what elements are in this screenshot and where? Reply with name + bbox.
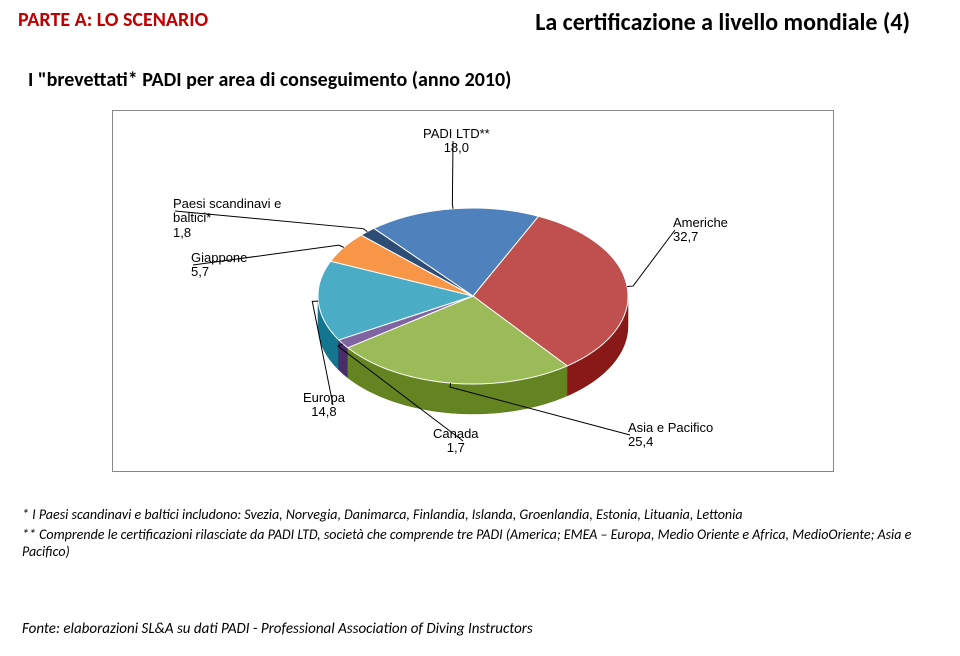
pie-label-PADI-LTD**: PADI LTD**18,0 xyxy=(423,127,490,156)
leader-line xyxy=(627,230,675,286)
slide-header: PARTE A: LO SCENARIO La certificazione a… xyxy=(0,8,960,42)
section-label: PARTE A: LO SCENARIO xyxy=(18,8,208,32)
footnote-1: * I Paesi scandinavi e baltici includono… xyxy=(22,506,938,524)
subtitle: I "brevettati* PADI per area di consegui… xyxy=(28,68,511,92)
footnotes: * I Paesi scandinavi e baltici includono… xyxy=(22,506,938,563)
pie-label-Asia-e-Pacifico: Asia e Pacifico25,4 xyxy=(628,421,713,450)
footnote-2: ** Comprende le certificazioni rilasciat… xyxy=(22,526,938,561)
pie-chart-container: Americhe32,7 Asia e Pacifico25,4 Canada1,7… xyxy=(112,110,834,472)
pie-label-Canada: Canada1,7 xyxy=(433,427,479,456)
pie-label-Europa: Europa14,8 xyxy=(303,391,345,420)
page-title: La certificazione a livello mondiale (4) xyxy=(535,8,910,37)
pie-label-Paesi-scandinavi-e-baltici*: Paesi scandinavi ebaltici*1,8 xyxy=(173,197,281,240)
source-line: Fonte: elaborazioni SL&A su dati PADI - … xyxy=(22,620,533,638)
pie-chart-svg xyxy=(113,111,833,471)
pie-label-Americhe: Americhe32,7 xyxy=(673,216,728,245)
pie-label-Giappone: Giappone5,7 xyxy=(191,251,247,280)
